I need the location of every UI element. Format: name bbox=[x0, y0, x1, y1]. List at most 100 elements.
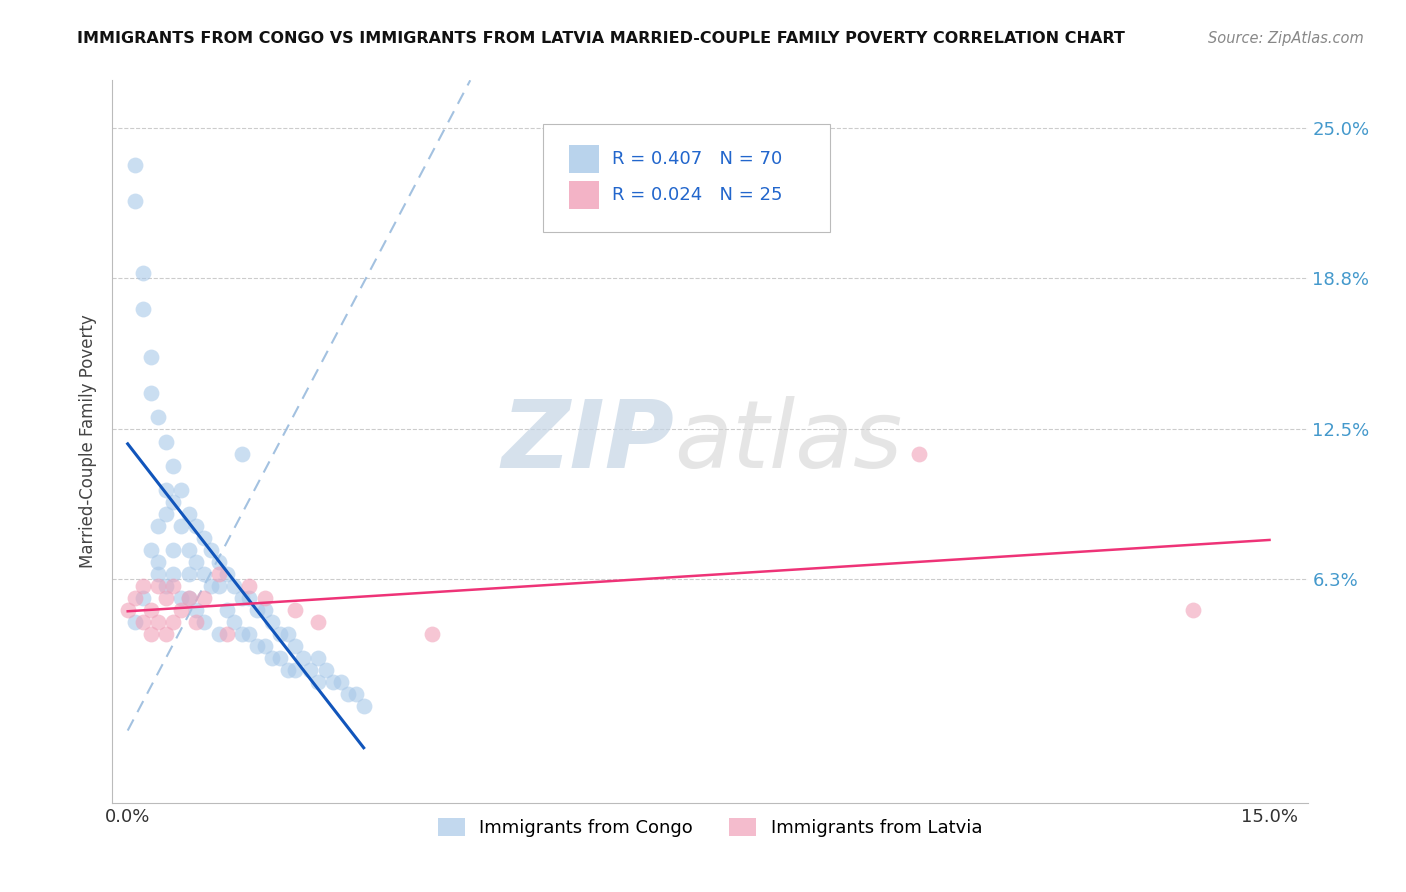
Point bbox=[193, 567, 215, 582]
Legend: Immigrants from Congo, Immigrants from Latvia: Immigrants from Congo, Immigrants from L… bbox=[430, 811, 990, 845]
Point bbox=[124, 158, 146, 172]
Point bbox=[215, 603, 238, 617]
Text: Source: ZipAtlas.com: Source: ZipAtlas.com bbox=[1208, 31, 1364, 46]
Point bbox=[124, 591, 146, 606]
Point bbox=[162, 458, 184, 473]
Point bbox=[146, 567, 169, 582]
FancyBboxPatch shape bbox=[543, 124, 830, 232]
Point bbox=[238, 579, 260, 593]
Point bbox=[146, 518, 169, 533]
Point bbox=[299, 664, 322, 678]
Point bbox=[162, 579, 184, 593]
Point bbox=[186, 555, 208, 569]
Point bbox=[162, 567, 184, 582]
Point bbox=[155, 507, 177, 521]
Point bbox=[146, 615, 169, 630]
Point bbox=[307, 675, 329, 690]
Text: IMMIGRANTS FROM CONGO VS IMMIGRANTS FROM LATVIA MARRIED-COUPLE FAMILY POVERTY CO: IMMIGRANTS FROM CONGO VS IMMIGRANTS FROM… bbox=[77, 31, 1125, 46]
Point bbox=[170, 603, 193, 617]
Point bbox=[200, 579, 222, 593]
FancyBboxPatch shape bbox=[569, 181, 599, 209]
Point bbox=[269, 651, 291, 665]
Point bbox=[344, 687, 367, 701]
Point bbox=[177, 542, 200, 557]
Point bbox=[353, 699, 375, 714]
Point bbox=[246, 603, 269, 617]
Point bbox=[139, 542, 162, 557]
Point bbox=[231, 591, 253, 606]
Point bbox=[246, 639, 269, 653]
Point bbox=[155, 434, 177, 449]
Point bbox=[139, 627, 162, 641]
Point bbox=[170, 591, 193, 606]
Point bbox=[253, 603, 276, 617]
Point bbox=[139, 350, 162, 364]
Point bbox=[177, 591, 200, 606]
Text: R = 0.407   N = 70: R = 0.407 N = 70 bbox=[612, 150, 782, 168]
Point bbox=[284, 664, 307, 678]
Point bbox=[238, 627, 260, 641]
Point bbox=[139, 386, 162, 401]
Text: R = 0.024   N = 25: R = 0.024 N = 25 bbox=[612, 186, 783, 204]
Point bbox=[262, 615, 284, 630]
Point bbox=[307, 615, 329, 630]
Point bbox=[284, 603, 307, 617]
Point bbox=[224, 579, 246, 593]
Point bbox=[224, 615, 246, 630]
Point bbox=[186, 603, 208, 617]
Point bbox=[155, 483, 177, 497]
Point bbox=[231, 446, 253, 460]
Point bbox=[277, 627, 299, 641]
Point bbox=[177, 507, 200, 521]
Y-axis label: Married-Couple Family Poverty: Married-Couple Family Poverty bbox=[79, 315, 97, 568]
Point bbox=[155, 627, 177, 641]
Point bbox=[322, 675, 344, 690]
Point bbox=[238, 591, 260, 606]
Point bbox=[253, 591, 276, 606]
Point bbox=[908, 446, 931, 460]
Point bbox=[170, 483, 193, 497]
Point bbox=[277, 664, 299, 678]
Point bbox=[132, 615, 155, 630]
Point bbox=[200, 542, 222, 557]
Point bbox=[262, 651, 284, 665]
Point bbox=[215, 627, 238, 641]
Point bbox=[337, 687, 360, 701]
Point bbox=[132, 579, 155, 593]
Text: ZIP: ZIP bbox=[502, 395, 675, 488]
Point bbox=[315, 664, 337, 678]
Point bbox=[132, 301, 155, 317]
Point bbox=[146, 555, 169, 569]
Point bbox=[329, 675, 352, 690]
Point bbox=[146, 579, 169, 593]
Point bbox=[208, 627, 231, 641]
Point bbox=[132, 591, 155, 606]
Point bbox=[155, 591, 177, 606]
Text: atlas: atlas bbox=[675, 396, 903, 487]
FancyBboxPatch shape bbox=[569, 145, 599, 173]
Point bbox=[420, 627, 443, 641]
Point bbox=[208, 555, 231, 569]
Point bbox=[162, 494, 184, 508]
Point bbox=[193, 531, 215, 545]
Point bbox=[231, 627, 253, 641]
Point bbox=[215, 567, 238, 582]
Point bbox=[186, 615, 208, 630]
Point bbox=[162, 542, 184, 557]
Point bbox=[284, 639, 307, 653]
Point bbox=[117, 603, 139, 617]
Point bbox=[146, 410, 169, 425]
Point bbox=[162, 615, 184, 630]
Point bbox=[193, 591, 215, 606]
Point bbox=[291, 651, 314, 665]
Point bbox=[208, 579, 231, 593]
Point bbox=[124, 194, 146, 208]
Point bbox=[132, 266, 155, 280]
Point bbox=[307, 651, 329, 665]
Point bbox=[186, 518, 208, 533]
Point bbox=[170, 518, 193, 533]
Point bbox=[139, 603, 162, 617]
Point bbox=[177, 567, 200, 582]
Point bbox=[193, 615, 215, 630]
Point bbox=[269, 627, 291, 641]
